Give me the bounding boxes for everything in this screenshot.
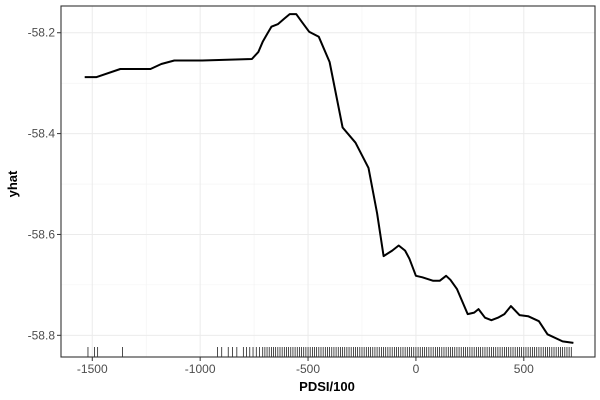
minor-grid: [61, 6, 595, 357]
y-tick-label: -58.8: [28, 328, 56, 342]
x-tick-label: -500: [296, 362, 320, 376]
panel-border: [60, 5, 596, 358]
y-tick-label: -58.6: [28, 227, 56, 241]
major-grid: [61, 6, 595, 357]
y-tick-label: -58.2: [28, 26, 56, 40]
y-tick-label: -58.4: [28, 127, 56, 141]
axis-ticks: [57, 32, 525, 361]
series-line: [84, 13, 574, 344]
x-tick-label: 500: [514, 362, 534, 376]
rug-marks: [87, 347, 572, 357]
y-axis-title: yhat: [5, 170, 20, 197]
x-axis-title: PDSI/100: [299, 379, 355, 394]
y-tick-labels: -58.2 -58.4 -58.6 -58.8: [28, 26, 56, 343]
x-tick-labels: -1500 -1000 -500 0 500: [77, 362, 534, 376]
x-tick-label: 0: [413, 362, 420, 376]
x-tick-label: -1500: [77, 362, 108, 376]
x-tick-label: -1000: [185, 362, 216, 376]
